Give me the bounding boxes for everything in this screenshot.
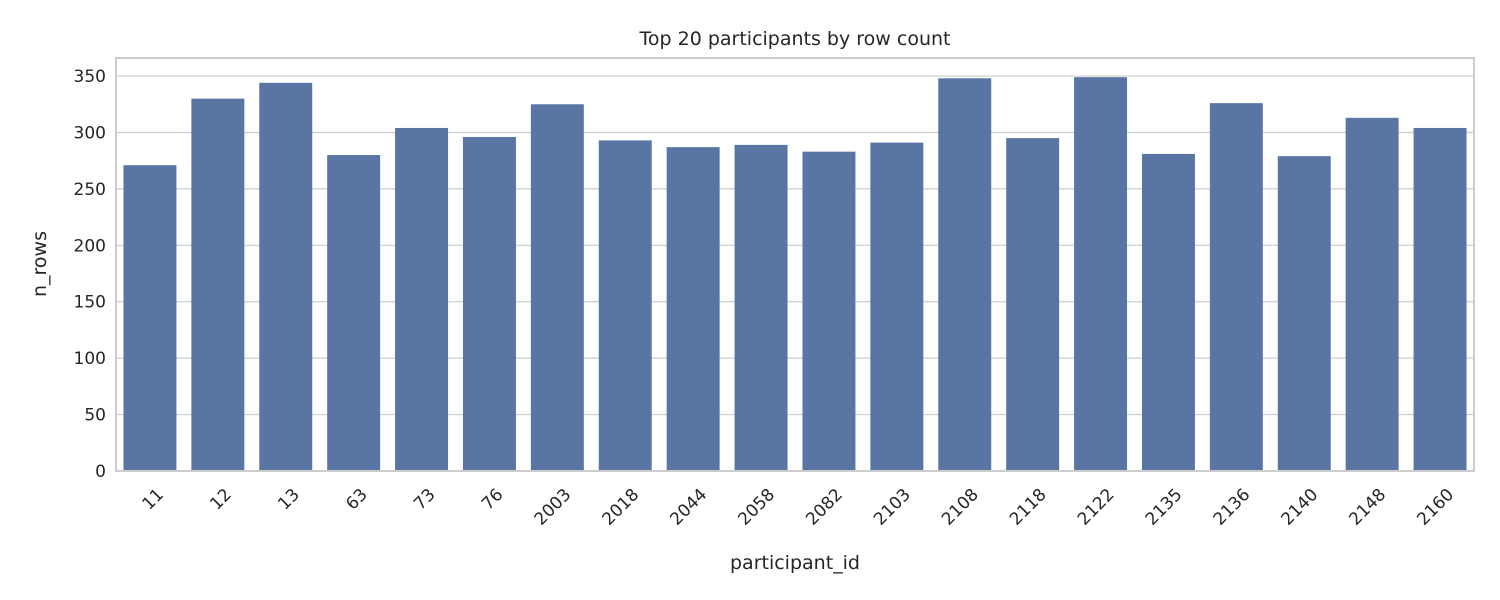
x-tick-label: 2122 <box>1074 485 1119 530</box>
bar-2160 <box>1413 127 1467 472</box>
bar-13 <box>259 82 313 471</box>
bars <box>123 77 1467 472</box>
x-tick-label: 2018 <box>599 485 644 530</box>
x-tick-label: 2103 <box>870 485 915 530</box>
bar-2003 <box>530 104 584 472</box>
x-tick-label: 2140 <box>1278 485 1323 530</box>
y-tick-label: 150 <box>74 293 106 313</box>
bar-2082 <box>802 151 856 472</box>
y-tick-label: 250 <box>74 180 106 200</box>
bar-2058 <box>734 144 788 471</box>
x-tick-label: 2108 <box>938 485 983 530</box>
y-tick-label: 50 <box>84 406 106 426</box>
x-tick-label: 2135 <box>1142 485 1187 530</box>
bar-2108 <box>938 78 992 472</box>
x-tick-label: 2044 <box>666 485 711 530</box>
x-tick-label: 2003 <box>531 485 576 530</box>
x-axis-label: participant_id <box>730 552 860 574</box>
y-tick-label: 300 <box>74 123 106 143</box>
bar-2136 <box>1209 103 1263 472</box>
bar-2135 <box>1141 153 1195 472</box>
y-tick-label: 0 <box>95 462 106 482</box>
bar-2118 <box>1006 138 1060 471</box>
x-tick-label: 2160 <box>1413 485 1458 530</box>
bar-73 <box>395 127 449 472</box>
x-tick-label: 2148 <box>1345 485 1390 530</box>
y-tick-labels: 0 50 100 150 200 250 300 350 <box>74 67 106 482</box>
bar-63 <box>327 155 381 472</box>
plot-frame <box>115 57 1475 472</box>
x-tick-label: 2136 <box>1210 485 1255 530</box>
x-tick-label: 2082 <box>802 485 847 530</box>
x-tick-label: 2118 <box>1006 485 1051 530</box>
x-tick-label: 13 <box>274 485 303 514</box>
bar-2103 <box>870 142 924 471</box>
x-tick-label: 76 <box>478 485 507 514</box>
x-tick-label: 73 <box>410 485 439 514</box>
bar-12 <box>191 98 245 471</box>
y-tick-label: 100 <box>74 349 106 369</box>
bar-11 <box>123 165 177 471</box>
x-tick-labels: 11 12 13 63 73 76 2003 2018 2044 2058 2082 2103 2108… <box>139 485 1459 530</box>
y-axis-label: n_rows <box>29 231 51 297</box>
chart-title: Top 20 participants by row count <box>639 28 951 50</box>
bar-2018 <box>598 140 652 471</box>
bar-2044 <box>666 147 720 471</box>
x-tick-label: 11 <box>139 485 168 514</box>
y-tick-label: 200 <box>74 236 106 256</box>
y-tick-label: 350 <box>74 67 106 87</box>
bar-2122 <box>1074 77 1128 472</box>
x-tick-label: 12 <box>206 485 235 514</box>
x-tick-label: 2058 <box>734 485 779 530</box>
x-tick-label: 63 <box>342 485 371 514</box>
bar-2140 <box>1277 156 1331 472</box>
y-gridlines <box>116 75 1474 416</box>
bar-76 <box>462 136 516 471</box>
bar-2148 <box>1345 117 1399 472</box>
